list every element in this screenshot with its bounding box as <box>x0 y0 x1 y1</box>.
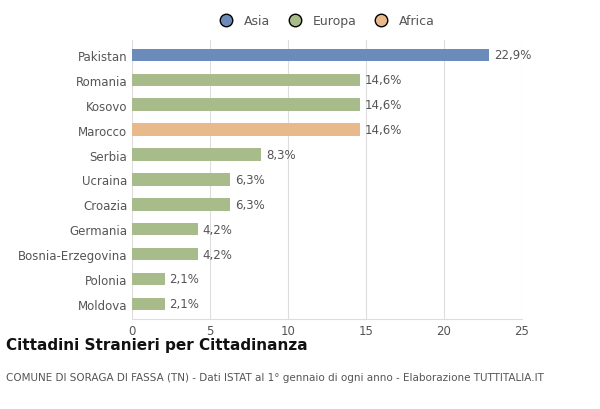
Bar <box>132 74 360 87</box>
Bar <box>132 199 230 211</box>
Bar <box>132 273 165 285</box>
Bar <box>132 124 360 137</box>
Text: Cittadini Stranieri per Cittadinanza: Cittadini Stranieri per Cittadinanza <box>6 337 308 353</box>
Bar <box>132 223 197 236</box>
Bar <box>132 99 360 112</box>
Bar <box>132 248 197 261</box>
Text: 14,6%: 14,6% <box>364 99 402 112</box>
Text: 22,9%: 22,9% <box>494 49 531 62</box>
Bar <box>132 49 489 62</box>
Text: 2,1%: 2,1% <box>169 273 199 286</box>
Text: 4,2%: 4,2% <box>202 223 232 236</box>
Legend: Asia, Europa, Africa: Asia, Europa, Africa <box>209 10 439 33</box>
Bar <box>132 298 165 310</box>
Text: 8,3%: 8,3% <box>266 148 296 162</box>
Bar <box>132 174 230 186</box>
Text: 6,3%: 6,3% <box>235 198 265 211</box>
Text: 6,3%: 6,3% <box>235 173 265 187</box>
Text: 14,6%: 14,6% <box>364 124 402 137</box>
Bar <box>132 149 262 161</box>
Text: 4,2%: 4,2% <box>202 248 232 261</box>
Text: 14,6%: 14,6% <box>364 74 402 87</box>
Text: 2,1%: 2,1% <box>169 298 199 310</box>
Text: COMUNE DI SORAGA DI FASSA (TN) - Dati ISTAT al 1° gennaio di ogni anno - Elabora: COMUNE DI SORAGA DI FASSA (TN) - Dati IS… <box>6 372 544 382</box>
